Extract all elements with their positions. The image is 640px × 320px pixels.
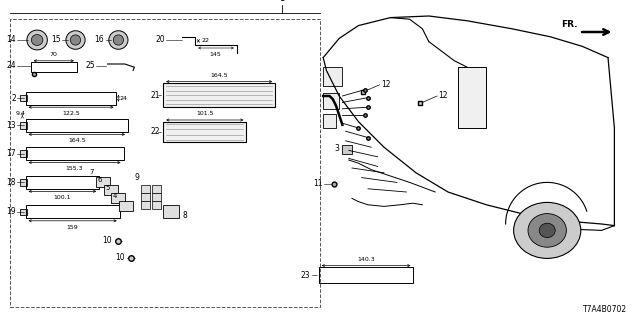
Bar: [342, 145, 352, 154]
Bar: [31, 62, 77, 72]
Text: 6: 6: [97, 177, 102, 183]
Text: 122.5: 122.5: [62, 111, 80, 116]
Text: 25: 25: [85, 61, 95, 70]
Bar: [20, 150, 27, 157]
Text: 18: 18: [6, 178, 16, 187]
Bar: [323, 93, 339, 109]
Bar: [458, 67, 486, 128]
Text: 5: 5: [105, 185, 109, 191]
Text: 9.4: 9.4: [16, 111, 26, 116]
Text: 140.3: 140.3: [357, 257, 375, 262]
Bar: [111, 193, 125, 203]
Bar: [26, 176, 99, 189]
Text: 1: 1: [279, 0, 284, 3]
Text: 16: 16: [95, 36, 104, 44]
Text: 2: 2: [12, 94, 16, 103]
Bar: [20, 122, 27, 129]
Text: 4: 4: [113, 193, 117, 199]
Text: 22: 22: [202, 38, 209, 43]
Text: 7: 7: [90, 169, 94, 175]
Text: T7A4B0702: T7A4B0702: [583, 305, 627, 314]
Text: 159: 159: [67, 225, 79, 230]
Bar: [26, 119, 128, 132]
Text: 15: 15: [51, 36, 61, 44]
Text: 12: 12: [381, 80, 390, 89]
Bar: [26, 147, 124, 160]
Bar: [141, 201, 150, 209]
Bar: [152, 193, 161, 201]
Bar: [323, 67, 342, 86]
Text: 14: 14: [6, 36, 16, 44]
Bar: [152, 185, 161, 193]
Ellipse shape: [66, 31, 85, 49]
Text: 23: 23: [301, 271, 310, 280]
Bar: [141, 185, 150, 193]
Bar: [10, 19, 320, 307]
Text: 24: 24: [6, 61, 16, 70]
Ellipse shape: [540, 223, 556, 237]
Ellipse shape: [27, 30, 47, 50]
Bar: [20, 209, 27, 215]
Text: 24: 24: [120, 96, 128, 101]
Text: 101.5: 101.5: [196, 111, 214, 116]
Text: FR.: FR.: [561, 20, 577, 29]
Text: 20: 20: [156, 36, 165, 44]
Bar: [152, 201, 161, 209]
Bar: [163, 122, 246, 142]
Text: 164.5: 164.5: [211, 73, 228, 78]
Text: 145: 145: [210, 52, 221, 57]
Bar: [163, 205, 179, 218]
Text: 155.3: 155.3: [66, 166, 83, 172]
Text: 19: 19: [6, 207, 16, 216]
Text: 9: 9: [134, 173, 140, 182]
Bar: [323, 114, 336, 128]
Bar: [163, 83, 275, 107]
Bar: [20, 95, 27, 101]
Bar: [26, 92, 116, 105]
Text: 100.1: 100.1: [54, 195, 71, 200]
Text: 8: 8: [182, 212, 187, 220]
Text: 10: 10: [102, 236, 112, 245]
Bar: [119, 201, 133, 211]
Text: 11: 11: [314, 180, 323, 188]
Text: 3: 3: [334, 144, 339, 153]
Ellipse shape: [528, 214, 566, 247]
Text: 12: 12: [438, 92, 448, 100]
Text: 164.5: 164.5: [68, 138, 86, 143]
Ellipse shape: [514, 202, 581, 259]
Bar: [20, 179, 27, 186]
Bar: [141, 193, 150, 201]
Bar: [104, 185, 118, 195]
Text: 21: 21: [150, 91, 160, 100]
Ellipse shape: [70, 35, 81, 45]
Text: 70: 70: [50, 52, 58, 57]
Text: 22: 22: [150, 127, 160, 137]
Bar: [96, 177, 110, 187]
Bar: [319, 267, 413, 283]
Ellipse shape: [109, 31, 128, 49]
Text: 17: 17: [6, 149, 16, 158]
Ellipse shape: [31, 35, 43, 45]
Bar: [26, 205, 120, 218]
Ellipse shape: [113, 35, 124, 45]
Text: 10: 10: [115, 253, 125, 262]
Text: 13: 13: [6, 121, 16, 130]
